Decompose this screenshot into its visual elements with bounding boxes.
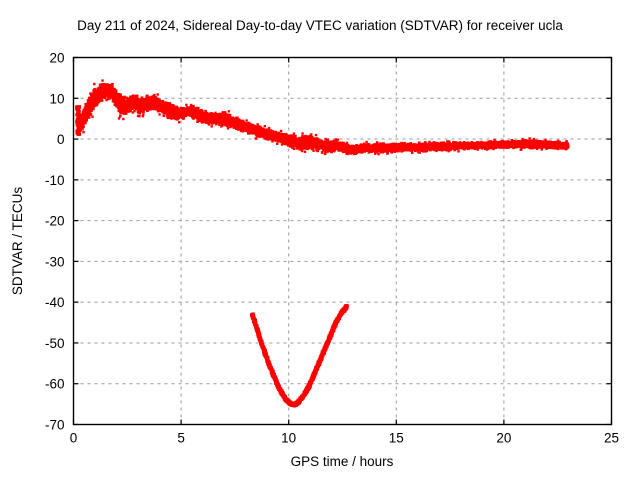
data-points	[75, 79, 570, 408]
y-tick-label: 10	[49, 91, 64, 106]
y-tick-label: 20	[49, 51, 64, 66]
y-tick-label: -30	[45, 254, 65, 269]
y-tick-label: -40	[45, 295, 65, 310]
gridlines	[73, 57, 612, 425]
x-tick-label: 0	[70, 431, 78, 446]
plot-frame	[72, 56, 613, 426]
y-tick-label: -20	[45, 214, 65, 229]
x-tick-label: 25	[604, 431, 619, 446]
x-tick-label: 10	[281, 431, 296, 446]
y-tick-label: -60	[45, 377, 65, 392]
y-tick-label: -70	[45, 418, 65, 433]
y-tick-label: -50	[45, 336, 65, 351]
axis-label-texts: GPS time / hours SDTVAR / TECUs	[10, 187, 394, 469]
page-title: Day 211 of 2024, Sidereal Day-to-day VTE…	[77, 18, 563, 33]
axis-ticks: 0 5 10 15 20 25 20 10 0 -10 -20 -30 -40 -50 -60 -70	[45, 51, 619, 446]
x-tick-label: 15	[389, 431, 404, 446]
y-axis-label: SDTVAR / TECUs	[10, 187, 25, 296]
x-tick-label: 5	[177, 431, 185, 446]
x-tick-label: 20	[496, 431, 511, 446]
x-axis-label: GPS time / hours	[291, 454, 394, 469]
y-tick-label: -10	[45, 173, 65, 188]
y-tick-label: 0	[57, 132, 65, 147]
